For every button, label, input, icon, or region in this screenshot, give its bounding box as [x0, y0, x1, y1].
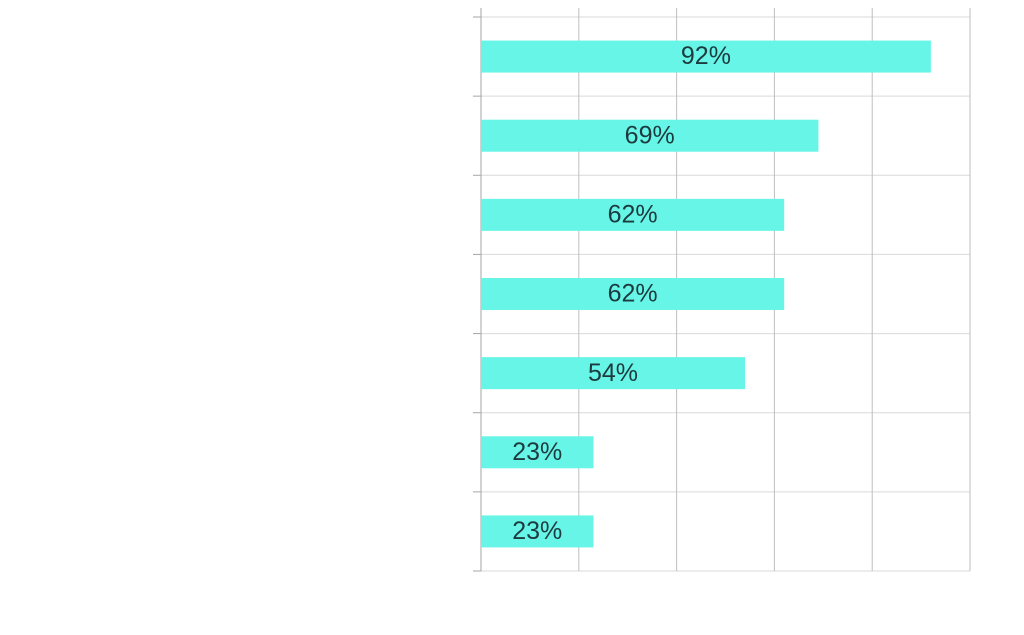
value-label: 23% — [512, 438, 562, 466]
value-label: 69% — [625, 121, 675, 149]
bar — [481, 40, 931, 73]
bar — [481, 119, 819, 152]
bar — [481, 515, 594, 548]
value-label: 62% — [608, 200, 658, 228]
value-label: 62% — [608, 280, 658, 308]
bar — [481, 278, 785, 310]
value-label: 92% — [681, 42, 731, 70]
value-label: 54% — [588, 359, 638, 387]
bar — [481, 198, 785, 231]
value-label: 23% — [512, 517, 562, 545]
bar — [481, 436, 594, 469]
bar — [481, 357, 746, 390]
